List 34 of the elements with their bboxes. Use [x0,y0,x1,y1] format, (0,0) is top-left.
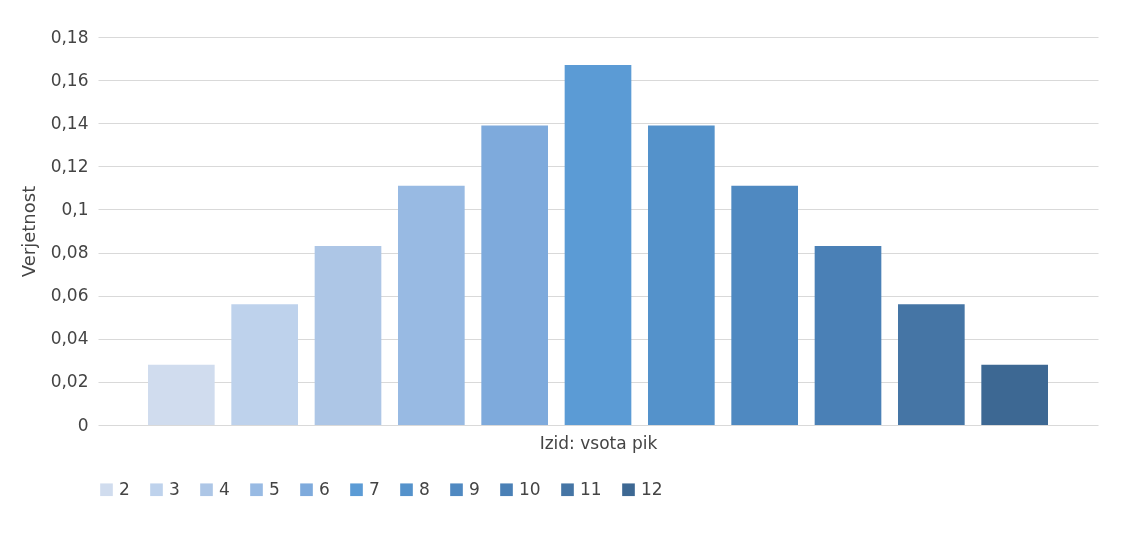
legend-label: 5 [269,478,280,499]
bar [148,364,215,425]
y-tick-label: 0,08 [50,242,89,263]
y-tick-label: 0,16 [50,69,89,90]
y-tick-label: 0 [77,414,89,435]
bar [981,364,1048,425]
legend-label: 9 [469,478,480,499]
y-axis-title: Verjetnost [17,185,39,278]
legend-label: 8 [419,478,430,499]
y-tick-label: 0,14 [50,112,89,133]
legend-label: 3 [169,478,180,499]
x-axis-title: Izid: vsota pik [539,432,658,453]
legend-label: 6 [319,478,330,499]
bar [564,65,632,425]
bar [481,125,548,425]
y-tick-label: 0,1 [61,198,89,219]
legend-label: 11 [580,478,602,499]
legend-label: 7 [369,478,380,499]
bar [314,246,382,425]
y-tick-label: 0,12 [50,155,89,176]
legend-label: 2 [119,478,130,499]
bar [398,185,465,425]
bar [648,125,715,425]
y-tick-label: 0,06 [50,285,89,306]
legend-label: 12 [641,478,663,499]
y-tick-label: 0,02 [50,371,89,392]
legend-label: 4 [219,478,230,499]
y-tick-label: 0,18 [50,26,89,47]
bar [814,246,882,425]
bar [731,185,798,425]
y-tick-label: 0,04 [50,328,89,349]
legend-label: 10 [519,478,541,499]
bar [231,304,298,425]
bar [898,304,965,425]
